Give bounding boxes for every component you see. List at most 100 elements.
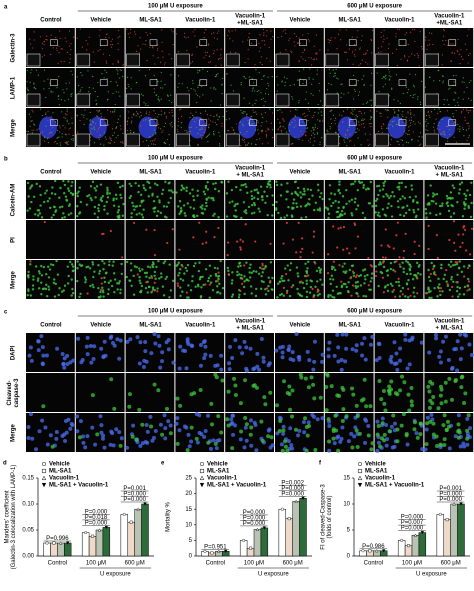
signal <box>115 127 117 129</box>
signal <box>301 237 304 240</box>
signal <box>26 209 29 212</box>
signal <box>369 110 371 112</box>
signal <box>47 288 51 291</box>
signal <box>362 377 367 382</box>
signal <box>133 265 137 268</box>
signal <box>463 228 467 232</box>
signal <box>87 194 91 197</box>
signal <box>449 196 452 200</box>
signal <box>450 203 453 207</box>
signal <box>227 180 230 183</box>
signal <box>153 91 156 93</box>
signal <box>214 272 218 276</box>
inset <box>176 53 190 67</box>
signal <box>68 45 71 47</box>
signal <box>217 226 220 230</box>
signal <box>116 68 118 71</box>
signal <box>468 28 470 31</box>
image-frame <box>125 260 175 299</box>
signal <box>425 39 427 41</box>
signal <box>60 352 65 357</box>
signal <box>450 60 452 62</box>
image-frame <box>324 333 374 372</box>
signal <box>311 194 314 197</box>
signal <box>164 62 166 64</box>
signal <box>265 120 268 122</box>
signal <box>405 116 407 118</box>
signal <box>114 193 118 197</box>
signal <box>228 201 231 204</box>
signal <box>61 216 64 220</box>
signal <box>41 131 44 133</box>
signal <box>231 200 234 203</box>
signal <box>115 197 118 201</box>
signal <box>452 75 455 77</box>
signal <box>169 289 173 292</box>
signal <box>427 224 430 227</box>
signal <box>314 140 316 142</box>
signal <box>462 401 467 406</box>
signal <box>154 117 156 120</box>
signal <box>391 87 393 89</box>
signal <box>232 423 237 428</box>
signal <box>248 32 250 35</box>
signal <box>409 265 412 268</box>
signal <box>426 48 428 51</box>
signal <box>103 208 106 211</box>
column-label: ML-SA1 <box>339 170 362 176</box>
signal <box>259 336 264 341</box>
signal <box>45 272 48 276</box>
signal <box>52 112 54 114</box>
signal <box>381 77 383 80</box>
signal <box>301 420 306 425</box>
signal <box>67 274 70 278</box>
signal <box>303 416 308 421</box>
signal <box>217 119 219 121</box>
signal <box>340 280 343 283</box>
signal <box>145 139 148 141</box>
signal <box>313 114 315 117</box>
signal <box>308 56 310 59</box>
signal <box>96 131 98 133</box>
signal <box>145 271 149 275</box>
signal <box>384 443 389 448</box>
signal <box>307 32 309 35</box>
signal <box>383 38 385 40</box>
signal <box>324 206 328 209</box>
signal <box>356 116 358 118</box>
signal <box>398 188 401 191</box>
column-label: Control <box>40 170 62 176</box>
signal <box>364 404 369 409</box>
signal <box>156 116 158 118</box>
signal <box>216 285 219 288</box>
signal <box>254 385 259 390</box>
signal <box>466 139 468 141</box>
signal <box>55 140 57 142</box>
signal <box>256 113 258 115</box>
signal <box>282 294 285 297</box>
signal <box>125 339 130 344</box>
signal <box>408 196 412 199</box>
signal <box>47 285 50 288</box>
signal <box>186 130 188 132</box>
data-point <box>255 527 260 531</box>
signal <box>347 138 349 140</box>
signal <box>160 98 162 100</box>
signal <box>365 52 367 54</box>
legend-label: ML-SA1 + Vacuolin-1 <box>207 483 267 489</box>
signal <box>260 280 264 283</box>
signal <box>110 431 115 436</box>
signal <box>293 427 298 432</box>
signal <box>444 427 449 432</box>
signal <box>293 41 295 43</box>
signal <box>69 127 72 129</box>
signal <box>352 110 354 112</box>
signal <box>99 295 102 298</box>
signal <box>318 395 323 400</box>
signal <box>238 437 243 442</box>
signal <box>198 342 203 347</box>
signal <box>32 47 34 49</box>
signal <box>363 84 365 87</box>
signal <box>137 45 139 47</box>
signal <box>333 413 338 418</box>
